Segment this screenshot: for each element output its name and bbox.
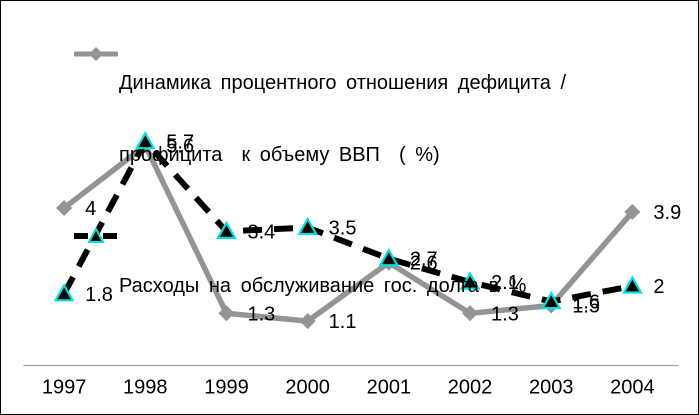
series2-data-label: 2 — [653, 276, 664, 298]
series2-data-label: 5.7 — [166, 132, 194, 154]
series1-data-label: 1.1 — [329, 311, 357, 333]
x-tick-label: 1998 — [123, 377, 168, 399]
series2-marker-triangle — [622, 275, 643, 294]
x-tick-label: 2000 — [285, 377, 330, 399]
series2-marker-triangle — [297, 216, 319, 236]
legend-series2-label: Расходы на обслуживание гос. долга в % — [119, 226, 526, 346]
series1-data-label: 4 — [85, 198, 96, 220]
series2-marker-triangle — [216, 220, 237, 239]
series2-marker-triangle — [134, 130, 156, 150]
series2-data-label: 2.7 — [410, 249, 438, 271]
series1-data-label: 3.9 — [653, 202, 681, 224]
series2-data-label: 3.5 — [329, 218, 357, 240]
series2-marker-triangle — [53, 283, 75, 302]
legend-series1-sample-line-icon — [74, 47, 118, 61]
x-tick-label: 2003 — [529, 377, 574, 399]
legend-series2-sample-line-icon — [74, 227, 118, 243]
series1-marker-diamond — [624, 203, 641, 220]
x-tick-label: 1999 — [204, 377, 249, 399]
series1-marker-diamond — [462, 305, 479, 322]
series1-data-label: 1.3 — [491, 303, 519, 325]
legend-series1-label-line2: профицита к объему ВВП ( %) — [119, 144, 440, 166]
x-tick-label: 1997 — [42, 377, 87, 399]
legend-item-deficit-gdp: Динамика процентного отношения дефицита … — [73, 23, 566, 215]
x-tick-label: 2002 — [448, 377, 493, 399]
series1-data-label: 1.5 — [572, 296, 600, 318]
series1-line — [61, 142, 636, 324]
series1-marker-diamond — [299, 313, 316, 330]
series2-marker-triangle — [378, 247, 400, 267]
legend-series1-label: Динамика процентного отношения дефицита … — [119, 23, 566, 215]
series2-marker-triangle — [459, 271, 481, 290]
x-tick-label: 2001 — [367, 377, 412, 399]
legend: Динамика процентного отношения дефицита … — [73, 23, 566, 346]
series2-data-label: 1.8 — [85, 284, 113, 306]
series1-data-label: 1.3 — [247, 303, 275, 325]
legend-item-debt-service: Расходы на обслуживание гос. долга в % — [73, 226, 566, 346]
series2-marker-triangle — [540, 290, 562, 310]
series2-line — [61, 138, 633, 305]
legend-series2-label-line1: Расходы на обслуживание гос. долга в % — [119, 275, 527, 297]
x-tick-label: 2004 — [610, 377, 655, 399]
legend-series1-label-line1: Динамика процентного отношения дефицита … — [119, 72, 567, 94]
series1-data-label: 5.6 — [166, 136, 194, 158]
series1-marker-diamond — [56, 200, 73, 216]
series1-marker-diamond — [218, 305, 235, 322]
